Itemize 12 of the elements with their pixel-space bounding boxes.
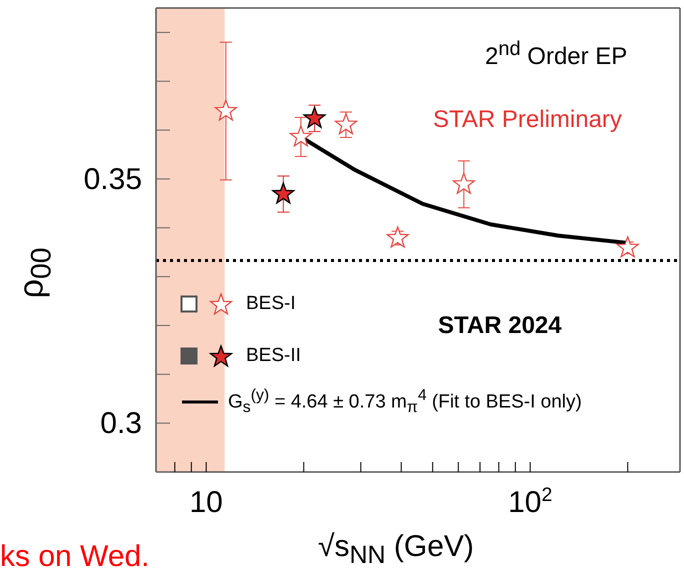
annotation: 2$^{nd}$ Order EP bbox=[485, 38, 628, 71]
x-tick-label: 10$^{2}$ bbox=[508, 484, 552, 519]
x-axis-title: √s$_{NN}$ (GeV) bbox=[318, 530, 474, 570]
legend-label: G$_{s}$$^{(y)}$ = 4.64 ± 0.73 m$_{π}$$^{4}$ (Fit to BES-I only) bbox=[228, 386, 582, 418]
y-tick-label: 0.3 bbox=[100, 407, 142, 440]
y-tick-label: 0.35 bbox=[84, 162, 142, 196]
legend-label: BES-I bbox=[246, 292, 296, 316]
annotation: STAR Preliminary bbox=[433, 106, 622, 134]
legend-label: BES-II bbox=[246, 344, 301, 368]
x-tick-label: 10 bbox=[190, 486, 223, 519]
text: ks on Wed. bbox=[0, 540, 150, 574]
annotation: STAR 2024 bbox=[438, 312, 562, 340]
